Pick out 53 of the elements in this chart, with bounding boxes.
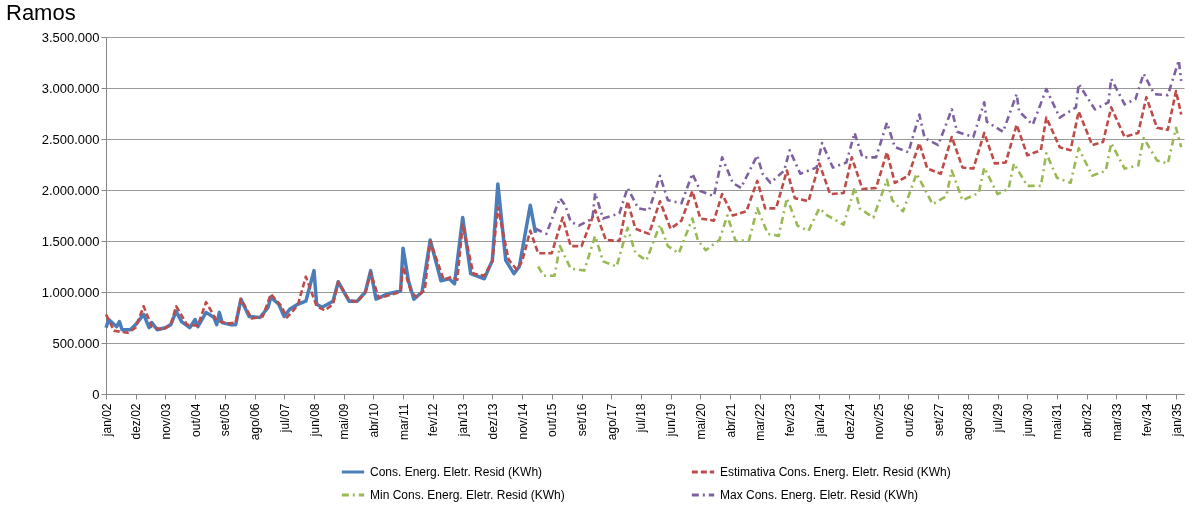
x-tick-label: set/16	[575, 403, 590, 437]
x-tick-label: jul/29	[991, 403, 1006, 434]
x-tick-label: mai/20	[693, 403, 708, 440]
x-tick-label: jan/35	[1169, 403, 1184, 438]
x-tick-label: mar/11	[396, 403, 411, 440]
y-tick-label: 2.500.000	[41, 131, 100, 147]
x-tick-label: ago/17	[604, 403, 619, 441]
x-tick-label: nov/25	[872, 403, 887, 440]
x-tick-label: abr/10	[366, 403, 381, 438]
x-tick-label: set/05	[218, 403, 233, 437]
x-tick-label: fev/34	[1139, 403, 1154, 437]
x-tick-label: abr/21	[723, 403, 738, 438]
x-tick-label: out/04	[188, 403, 203, 437]
x-tick-label: dez/24	[842, 403, 857, 440]
x-tick-label: mai/31	[1050, 403, 1065, 440]
x-tick-label: mar/33	[1109, 403, 1124, 441]
y-tick-label: 2.000.000	[41, 182, 100, 198]
x-tick-label: mai/09	[337, 403, 352, 440]
line-series	[536, 126, 1183, 277]
x-tick-label: jun/08	[307, 403, 322, 438]
x-tick-label: nov/03	[158, 403, 173, 440]
x-tick-label: out/15	[545, 403, 560, 437]
chart-title: Ramos	[6, 0, 76, 25]
legend-label: Cons. Energ. Eletr. Resid (KWh)	[370, 465, 543, 479]
x-tick-label: out/26	[901, 403, 916, 437]
x-tick-label: jan/02	[99, 403, 114, 438]
y-tick-label: 3.000.000	[41, 80, 100, 96]
legend-label: Min Cons. Energ. Eletr. Resid (KWh)	[370, 488, 565, 502]
legend-label: Estimativa Cons. Energ. Eletr. Resid (KWh)	[720, 465, 951, 479]
x-tick-label: set/27	[931, 403, 946, 437]
x-tick-label: jan/24	[812, 403, 827, 438]
y-tick-label: 3.500.000	[41, 29, 100, 45]
x-tick-label: jul/18	[634, 403, 649, 434]
legend-label: Max Cons. Energ. Eletr. Resid (KWh)	[720, 488, 919, 502]
line-series	[534, 59, 1183, 236]
y-tick-label: 0	[92, 386, 100, 402]
x-tick-label: mar/22	[753, 403, 768, 441]
x-tick-label: fev/23	[783, 403, 798, 437]
x-tick-label: ago/28	[961, 403, 976, 441]
y-tick-label: 500.000	[52, 335, 100, 351]
x-tick-label: dez/02	[129, 403, 144, 440]
y-tick-label: 1.000.000	[41, 284, 100, 300]
y-tick-label: 1.500.000	[41, 233, 100, 249]
x-tick-label: ago/06	[248, 403, 263, 441]
x-tick-label: abr/32	[1080, 403, 1095, 438]
x-tick-label: fev/12	[426, 403, 441, 437]
x-tick-label: jul/07	[277, 403, 292, 434]
x-tick-label: jun/19	[664, 403, 679, 438]
line-series	[104, 89, 1183, 335]
x-tick-label: dez/13	[485, 403, 500, 440]
x-tick-label: jun/30	[1020, 403, 1035, 438]
x-tick-label: jan/13	[456, 403, 471, 438]
x-tick-label: nov/14	[515, 403, 530, 440]
